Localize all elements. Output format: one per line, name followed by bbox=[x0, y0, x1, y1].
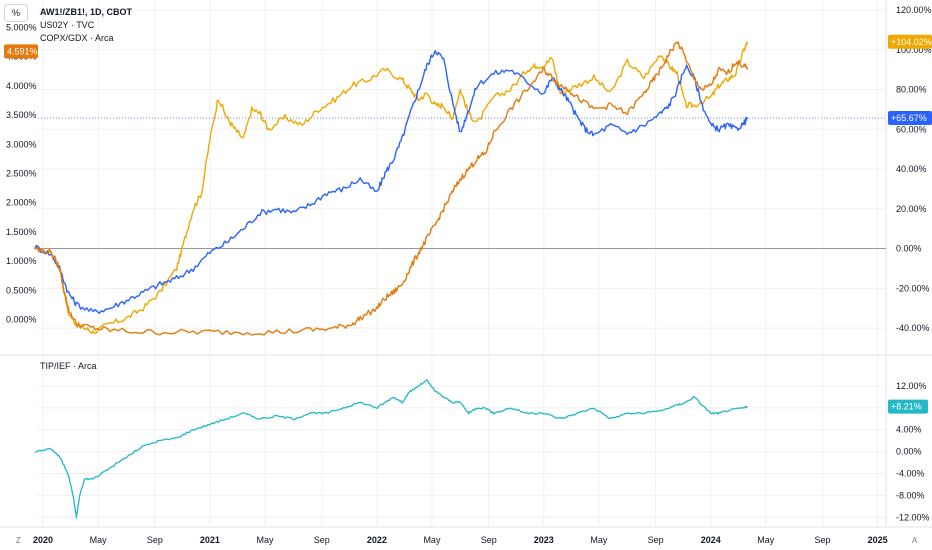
x-tick-label: 2022 bbox=[367, 535, 387, 545]
aw-zb-last-value-tag: +104.02% bbox=[888, 34, 932, 49]
percent-scale-button[interactable]: % bbox=[4, 4, 28, 22]
x-tick-label: May bbox=[90, 535, 108, 545]
copx-gdx-last-value-tag: +65.67% bbox=[888, 111, 932, 126]
tag-layer: +104.02% +65.67% 4.591% +8.21% bbox=[4, 34, 932, 414]
right-tick-label: 60.00% bbox=[896, 124, 927, 134]
x-tick-label: May bbox=[590, 535, 608, 545]
x-tick-label: Sep bbox=[648, 535, 664, 545]
right-tick-label: 80.00% bbox=[896, 85, 927, 95]
copx-gdx-series-line[interactable] bbox=[34, 41, 749, 336]
sub-legend: TIP/IEF · Arca bbox=[40, 361, 97, 371]
legend-tip-ief[interactable]: TIP/IEF · Arca bbox=[40, 361, 97, 371]
right-tick-label: -20.00% bbox=[896, 283, 930, 293]
right-tick-label: 20.00% bbox=[896, 204, 927, 214]
left-tick-label: 1.500% bbox=[6, 227, 37, 237]
left-tick-label: 2.500% bbox=[6, 169, 37, 179]
right-tick-label: 0.00% bbox=[896, 244, 922, 254]
left-tick-label: 4.000% bbox=[6, 81, 37, 91]
sub-right-tick-label: 0.00% bbox=[896, 447, 922, 457]
x-tick-label: Sep bbox=[481, 535, 497, 545]
tip-ief-last-value-tag-text: +8.21% bbox=[891, 402, 922, 412]
x-tick-label: 2020 bbox=[33, 535, 53, 545]
legend-main-symbol[interactable]: AW1!/ZB1!, 1D, CBOT bbox=[40, 7, 133, 17]
sub-right-tick-label: 12.00% bbox=[896, 381, 927, 391]
gridlines bbox=[0, 0, 932, 528]
x-tick-label: 2021 bbox=[200, 535, 220, 545]
us02y-left-value-tag-text: 4.591% bbox=[7, 46, 38, 56]
right-tick-label: -40.00% bbox=[896, 323, 930, 333]
x-tick-label: Sep bbox=[147, 535, 163, 545]
sub-right-tick-label: -8.00% bbox=[896, 490, 925, 500]
legend-copx-gdx[interactable]: COPX/GDX · Arca bbox=[40, 33, 114, 43]
x-tick-label: 2023 bbox=[534, 535, 554, 545]
right-tick-label: 120.00% bbox=[896, 5, 932, 15]
x-tick-label: May bbox=[757, 535, 775, 545]
zoom-button[interactable]: Z bbox=[16, 536, 21, 545]
left-tick-label: 3.500% bbox=[6, 110, 37, 120]
x-tick-label: Sep bbox=[314, 535, 330, 545]
sub-right-tick-label: -12.00% bbox=[896, 512, 930, 522]
x-tick-label: 2025 bbox=[868, 535, 888, 545]
right-tick-label: 100.00% bbox=[896, 45, 932, 55]
x-tick-label: 2024 bbox=[701, 535, 721, 545]
legend-us02y[interactable]: US02Y · TVC bbox=[40, 20, 95, 30]
main-legend: AW1!/ZB1!, 1D, CBOT US02Y · TVC COPX/GDX… bbox=[40, 7, 133, 43]
tip-ief-series-line[interactable] bbox=[34, 379, 748, 519]
axis-layer: 2020 May Sep 2021 May Sep 2022 May Sep 2023 May Sep… bbox=[6, 5, 932, 545]
us02y-left-value-tag: 4.591% bbox=[4, 44, 38, 59]
left-tick-label: 1.000% bbox=[6, 256, 37, 266]
copx-gdx-last-value-tag-text: +65.67% bbox=[891, 113, 927, 123]
series-layer bbox=[34, 41, 749, 519]
sub-right-tick-label: -4.00% bbox=[896, 468, 925, 478]
left-tick-label: 3.000% bbox=[6, 139, 37, 149]
right-tick-label: 40.00% bbox=[896, 164, 927, 174]
left-tick-label: 0.500% bbox=[6, 285, 37, 295]
x-tick-label: Sep bbox=[815, 535, 831, 545]
x-tick-label: May bbox=[257, 535, 275, 545]
us02y-series-line[interactable] bbox=[34, 50, 749, 314]
tip-ief-last-value-tag: +8.21% bbox=[888, 399, 928, 414]
x-tick-label: May bbox=[423, 535, 441, 545]
left-tick-label: 2.000% bbox=[6, 198, 37, 208]
sub-right-tick-label: 4.00% bbox=[896, 425, 922, 435]
auto-scale-button[interactable]: A bbox=[912, 536, 918, 545]
aw-zb-series-line[interactable] bbox=[34, 41, 749, 335]
left-tick-label: 5.000% bbox=[6, 23, 37, 33]
aw-zb-last-value-tag-text: +104.02% bbox=[891, 37, 932, 47]
left-tick-label: 0.000% bbox=[6, 315, 37, 325]
